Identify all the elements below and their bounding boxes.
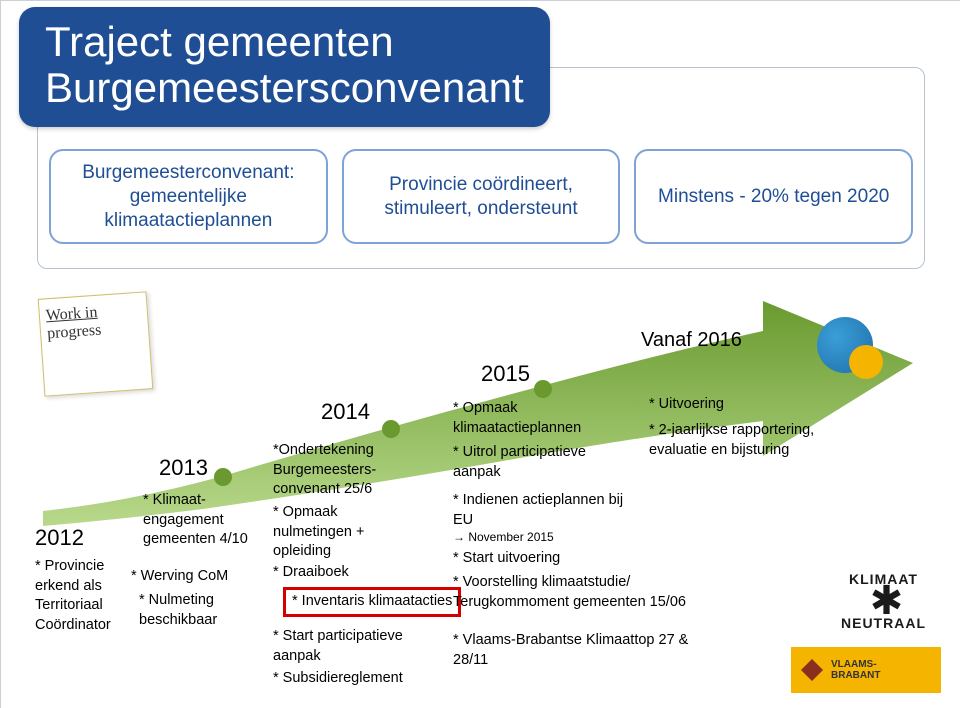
col-2016: Vanaf 2016: [641, 327, 742, 354]
logo-klimaat-neutraal: KLIMAAT ✱ NEUTRAAL: [826, 571, 941, 631]
item-2014-1: * Opmaak nulmetingen + opleiding: [273, 503, 413, 562]
col-2014: 2014: [321, 397, 370, 427]
year-2014: 2014: [321, 399, 370, 424]
redbox-inventaris: * Inventaris klimaatacties: [283, 587, 461, 617]
item-2015-5: * Voorstelling klimaatstudie/ Terugkommo…: [453, 573, 693, 612]
info-box-2: Provincie coördineert, stimuleert, onder…: [342, 149, 621, 244]
item-2015-2: * Indienen actieplannen bij EU: [453, 491, 633, 530]
col-2015: 2015: [481, 359, 530, 389]
title-line1: Traject gemeenten: [45, 19, 524, 65]
sticky-note: Work in progress: [38, 291, 154, 396]
item-2015-0: * Opmaak klimaatactieplannen: [453, 399, 638, 438]
slide: Traject gemeenten Burgemeestersconvenant…: [0, 0, 960, 708]
globe-icon: [817, 317, 873, 373]
item-2014-0: *Ondertekening Burgemeesters-convenant 2…: [273, 441, 423, 500]
info-box-1: Burgemeesterconvenant: gemeentelijke kli…: [49, 149, 328, 244]
item-2013-2: * Nulmeting beschikbaar: [139, 591, 269, 630]
year-2016: Vanaf 2016: [641, 329, 742, 351]
logo-vb-text: VLAAMS- BRABANT: [831, 659, 880, 681]
star-icon: ✱: [826, 587, 941, 615]
item-2014-3: * Inventaris klimaatacties: [283, 587, 461, 617]
item-2016-1: * 2-jaarlijkse rapportering, evaluatie e…: [649, 421, 849, 460]
item-2013-1: * Werving CoM: [131, 567, 261, 587]
title-box: Traject gemeenten Burgemeestersconvenant: [19, 7, 550, 127]
year-2013: 2013: [159, 455, 208, 480]
item-2012-0: * Provincie erkend als Territoriaal Coör…: [35, 557, 140, 635]
info-box-3: Minstens - 20% tegen 2020: [634, 149, 913, 244]
item-2014-4: * Start participatieve aanpak: [273, 627, 443, 666]
item-2016-0: * Uitvoering: [649, 395, 819, 415]
item-2014-5: * Subsidiereglement: [273, 669, 453, 689]
item-2014-2: * Draaiboek: [273, 563, 413, 583]
item-2015-6: * Vlaams-Brabantse Klimaattop 27 & 28/11: [453, 631, 713, 670]
title-line2: Burgemeestersconvenant: [45, 65, 524, 111]
year-2012: 2012: [35, 523, 125, 553]
item-2015-1: * Uitrol participatieve aanpak: [453, 443, 623, 482]
col-2012: 2012: [35, 523, 125, 553]
col-2013: 2013: [159, 453, 208, 483]
item-2013-0: * Klimaat-engagement gemeenten 4/10: [143, 491, 263, 550]
info-row: Burgemeesterconvenant: gemeentelijke kli…: [49, 149, 913, 244]
item-2015-3: → November 2015: [453, 529, 633, 545]
logo-vlaams-brabant: VLAAMS- BRABANT: [791, 647, 941, 693]
year-2015: 2015: [481, 361, 530, 386]
logo-kn-bottom: NEUTRAAL: [826, 615, 941, 631]
item-2015-4: * Start uitvoering: [453, 549, 633, 569]
